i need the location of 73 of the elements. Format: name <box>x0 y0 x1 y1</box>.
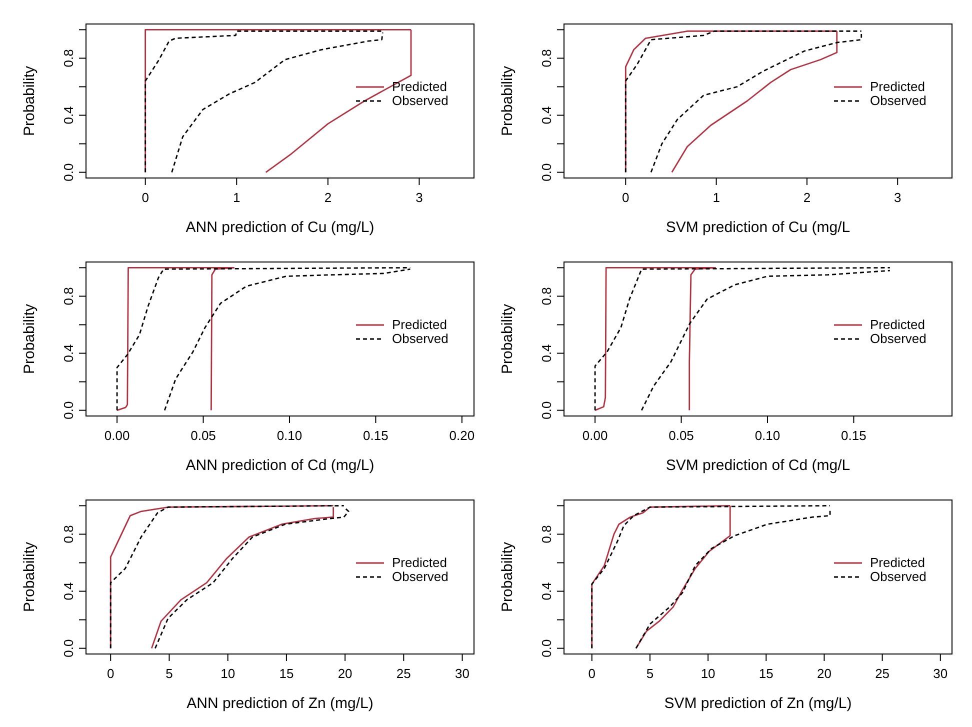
x-tick-label: 0.00 <box>582 428 608 443</box>
x-tick-label: 3 <box>894 190 902 205</box>
x-tick-label: 10 <box>700 666 716 681</box>
x-tick-label: 20 <box>338 666 352 681</box>
x-tick-label: 5 <box>166 666 173 681</box>
legend-label: Observed <box>392 331 448 346</box>
x-tick-label: 20 <box>816 666 832 681</box>
legend-label: Predicted <box>870 317 925 332</box>
legend-label: Observed <box>870 331 926 346</box>
legend-label: Observed <box>870 93 926 108</box>
x-axis-title: SVM prediction of Zn (mg/L) <box>664 695 852 712</box>
x-tick-label: 25 <box>875 666 890 681</box>
x-tick-label: 2 <box>803 190 811 205</box>
y-tick-label: 0.4 <box>539 582 554 600</box>
legend-label: Observed <box>870 569 926 584</box>
y-tick-label: 0.0 <box>539 401 554 420</box>
y-tick-label: 0.8 <box>539 49 554 68</box>
y-tick-label: 0.8 <box>61 525 76 544</box>
x-tick-label: 0 <box>142 190 149 205</box>
y-tick-label: 0.4 <box>61 344 76 362</box>
x-tick-label: 1 <box>233 190 240 205</box>
x-tick-label: 0 <box>622 190 630 205</box>
x-tick-label: 2 <box>324 190 332 205</box>
x-tick-label: 0.20 <box>449 428 475 443</box>
legend-label: Predicted <box>870 555 925 570</box>
x-tick-label: 0 <box>107 666 114 681</box>
x-tick-label: 15 <box>279 666 294 681</box>
x-axis-title: SVM prediction of Cd (mg/L <box>666 457 850 474</box>
legend-label: Observed <box>392 93 448 108</box>
y-tick-label: 0.8 <box>61 49 76 68</box>
y-tick-label: 0.4 <box>61 582 76 600</box>
y-tick-label: 0.4 <box>539 344 554 362</box>
legend-label: Predicted <box>870 79 925 94</box>
x-tick-label: 0.10 <box>276 428 302 443</box>
y-tick-label: 0.0 <box>539 639 554 658</box>
x-tick-label: 0 <box>588 666 596 681</box>
legend-label: Predicted <box>392 555 447 570</box>
x-axis-title: ANN prediction of Zn (mg/L) <box>186 695 374 712</box>
y-tick-label: 0.0 <box>539 163 554 182</box>
y-tick-label: 0.8 <box>539 287 554 306</box>
x-axis-title: ANN prediction of Cd (mg/L) <box>186 457 374 474</box>
x-tick-label: 0.05 <box>668 428 694 443</box>
x-tick-label: 0.05 <box>190 428 216 443</box>
y-axis-title: Probability <box>21 541 38 612</box>
y-axis-title: Probability <box>21 303 38 374</box>
y-tick-label: 0.8 <box>61 287 76 306</box>
x-tick-label: 1 <box>712 190 720 205</box>
x-tick-label: 10 <box>220 666 236 681</box>
y-tick-label: 0.0 <box>61 639 76 658</box>
legend-label: Predicted <box>392 317 447 332</box>
x-axis-title: ANN prediction of Cu (mg/L) <box>186 219 374 236</box>
legend-label: Observed <box>392 569 448 584</box>
y-axis-title: Probability <box>499 541 516 612</box>
y-axis-title: Probability <box>499 65 516 136</box>
y-tick-label: 0.0 <box>61 401 76 420</box>
x-tick-label: 30 <box>933 666 948 681</box>
x-tick-label: 3 <box>416 190 423 205</box>
x-tick-label: 0.15 <box>841 428 866 443</box>
x-tick-label: 0.15 <box>363 428 388 443</box>
y-axis-title: Probability <box>499 303 516 374</box>
y-tick-label: 0.8 <box>539 525 554 544</box>
x-tick-label: 5 <box>646 666 654 681</box>
x-tick-label: 0.10 <box>754 428 780 443</box>
y-axis-title: Probability <box>21 65 38 136</box>
y-tick-label: 0.0 <box>61 163 76 182</box>
x-tick-label: 15 <box>758 666 774 681</box>
x-tick-label: 25 <box>396 666 411 681</box>
y-tick-label: 0.4 <box>61 106 76 124</box>
x-tick-label: 30 <box>455 666 470 681</box>
y-tick-label: 0.4 <box>539 106 554 124</box>
x-axis-title: SVM prediction of Cu (mg/L <box>666 219 850 236</box>
x-tick-label: 0.00 <box>104 428 130 443</box>
legend-label: Predicted <box>392 79 447 94</box>
